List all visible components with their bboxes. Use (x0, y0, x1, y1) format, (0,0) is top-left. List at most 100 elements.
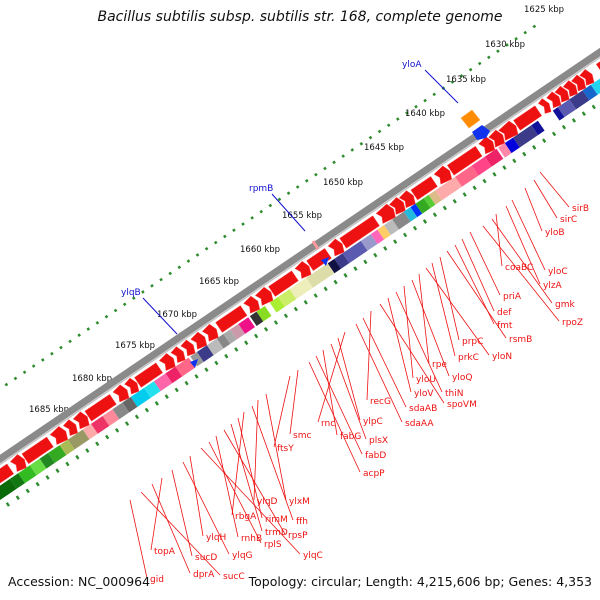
cog-block (327, 258, 342, 274)
cog-block (9, 473, 25, 489)
cog-block (59, 439, 75, 456)
inner-tick (124, 421, 130, 426)
inner-tick (373, 252, 378, 258)
cog-block (39, 453, 55, 469)
forward-gene-arrow (134, 362, 163, 388)
gene-label-leaders (129, 69, 570, 579)
cog-block (206, 338, 224, 356)
ruler-dot (4, 382, 9, 387)
inner-tick (363, 259, 368, 265)
gene-label-forward: sdaAB (409, 404, 437, 414)
gene-label-forward: prkC (458, 353, 479, 363)
red-leader (533, 179, 558, 219)
cog-block (90, 416, 110, 434)
gene-label-forward: topA (154, 547, 176, 557)
ruler-dot (505, 43, 509, 47)
inner-tick (393, 239, 398, 245)
cog-color-track (0, 78, 600, 501)
red-leader (289, 369, 299, 435)
red-leader (237, 417, 263, 519)
ruler-dot (22, 370, 27, 375)
red-leader (355, 323, 403, 423)
red-leader (315, 355, 363, 455)
inner-tick (551, 131, 557, 137)
ruler-dot (459, 74, 464, 78)
red-leader (273, 375, 291, 448)
forward-gene-arrow (72, 411, 90, 430)
gene-label-forward: sirB (572, 204, 589, 214)
inner-tick (55, 468, 60, 474)
ruler-label: 1625 kbp (524, 5, 564, 15)
cog-block (531, 120, 545, 136)
ruler-dot (177, 265, 182, 270)
gene-label-reverse: rpmB (249, 184, 273, 194)
gene-label-forward: acpP (363, 469, 385, 479)
forward-gene-arrow (579, 69, 595, 86)
cog-block (165, 366, 183, 384)
inner-tick (254, 333, 259, 339)
gene-label-forward: ftsY (277, 444, 294, 454)
red-leader (140, 491, 221, 576)
cog-block (289, 277, 313, 300)
blue-leader (424, 69, 459, 104)
inner-tick (542, 138, 547, 143)
inner-tick (343, 273, 348, 278)
cog-block (513, 125, 538, 148)
forward-gene-arrow (433, 165, 453, 185)
ruler-dot (59, 345, 63, 350)
gene-label-forward: ylzA (543, 281, 563, 291)
gene-label-forward: fabD (365, 451, 386, 461)
forward-gene-arrow (488, 129, 506, 148)
gene-label-forward: prpC (462, 337, 483, 347)
ruler-dot (250, 216, 254, 220)
cog-block (428, 190, 442, 205)
ruler-dot (159, 277, 163, 282)
gene-label-forward: rimM (265, 515, 288, 525)
red-leader (151, 483, 191, 574)
red-leader (539, 171, 570, 208)
gene-label-forward: yloV (414, 389, 434, 399)
ruler-dot (395, 117, 400, 121)
ruler-dot (113, 308, 118, 313)
inner-tick (154, 401, 159, 406)
cog-block (435, 176, 462, 201)
forward-gene-arrow (327, 238, 345, 257)
backbone-line (0, 47, 600, 464)
inner-tick (383, 246, 388, 251)
forward-gene-arrow (388, 197, 406, 215)
cog-block (306, 263, 335, 288)
gene-label-forward: plsX (369, 436, 388, 446)
ruler-label: 1685 kbp (29, 405, 69, 415)
gene-label-forward: rnc (321, 419, 335, 429)
ylqB-marker (190, 359, 198, 368)
red-leader (524, 187, 543, 232)
inner-tick (105, 434, 110, 440)
gene-label-forward: rplS (264, 540, 282, 550)
cog-block (557, 99, 577, 118)
ruler-dot (405, 111, 409, 115)
ruler-dot (204, 246, 209, 251)
ruler-dot (122, 302, 127, 307)
gene-label-forward: fabG (340, 432, 361, 442)
forward-gene-arrow (410, 176, 438, 201)
inner-tick (502, 165, 507, 170)
forward-gene-arrow (562, 80, 578, 97)
inner-tick (35, 481, 40, 487)
ruler-dot (104, 314, 109, 319)
ruler-dot (277, 197, 282, 202)
forward-gene-arrow (398, 190, 416, 209)
inner-tick (15, 495, 20, 501)
ruler-dot (95, 321, 100, 325)
cog-block (484, 148, 504, 167)
inner-tick (95, 441, 100, 447)
forward-gene-arrow (170, 346, 186, 363)
ruler-dot (432, 92, 437, 97)
ruler-dot (368, 135, 373, 140)
red-leader (230, 423, 263, 532)
gene-label-forward: yloN (492, 352, 512, 362)
cog-block (582, 84, 598, 101)
red-leader (482, 225, 560, 322)
cog-block (552, 107, 565, 121)
ruler-dot (514, 37, 518, 41)
forward-gene-arrow (0, 463, 15, 484)
